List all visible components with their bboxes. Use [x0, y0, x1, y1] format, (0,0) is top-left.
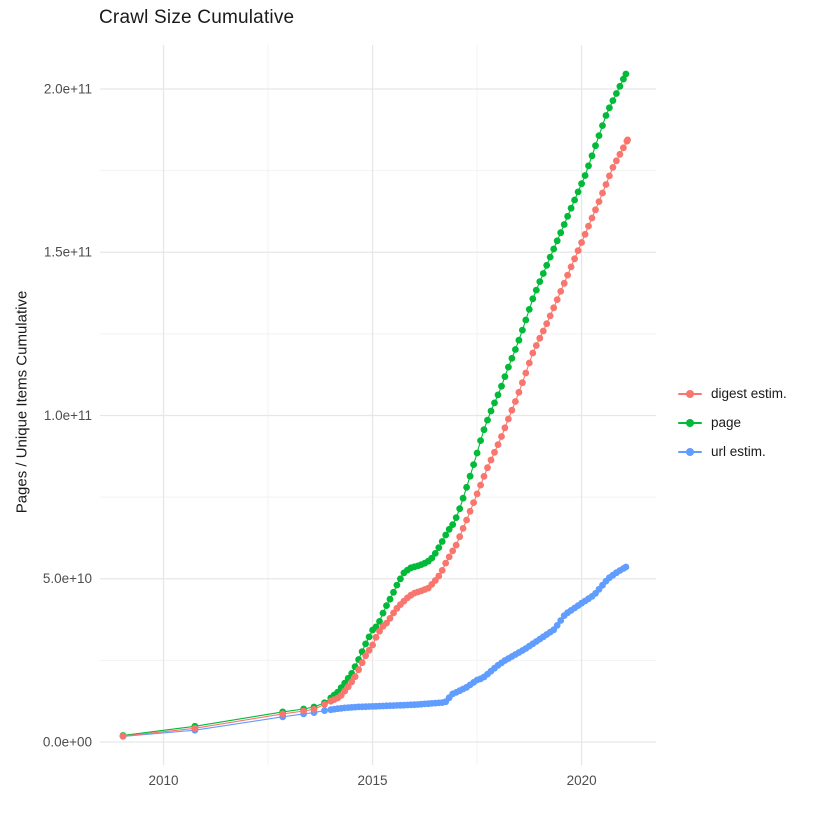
y-tick-label: 1.0e+11 [44, 408, 92, 423]
legend-item-page: page [678, 408, 787, 437]
y-tick-label: 1.5e+11 [44, 245, 92, 260]
legend-key-icon [678, 445, 702, 459]
x-tick-label: 2010 [149, 773, 179, 788]
y-axis-title-text: Pages / Unique Items Cumulative [13, 290, 31, 514]
y-tick-label: 0.0e+00 [43, 734, 92, 749]
series-url-estim [119, 563, 630, 740]
legend-key-icon [678, 387, 702, 401]
x-tick-label: 2020 [567, 773, 597, 788]
legend-item-url-estim: url estim. [678, 437, 787, 466]
chart-title: Crawl Size Cumulative [99, 7, 295, 28]
axis-tick-labels: 0.0e+00 5.0e+10 1.0e+11 1.5e+11 2.0e+11 2010 2… [43, 81, 597, 788]
grid-minor [100, 45, 656, 765]
legend-label: digest estim. [711, 386, 787, 401]
series-digest-estim [119, 136, 631, 740]
legend-item-digest-estim: digest estim. [678, 379, 787, 408]
x-tick-label: 2015 [358, 773, 388, 788]
grid-major [100, 45, 656, 765]
legend-label: url estim. [711, 444, 766, 459]
legend: digest estim. page url estim. [678, 379, 787, 466]
legend-label: page [711, 415, 742, 430]
legend-key-icon [678, 416, 702, 430]
y-tick-label: 5.0e+10 [43, 571, 92, 586]
y-tick-label: 2.0e+11 [44, 81, 92, 96]
